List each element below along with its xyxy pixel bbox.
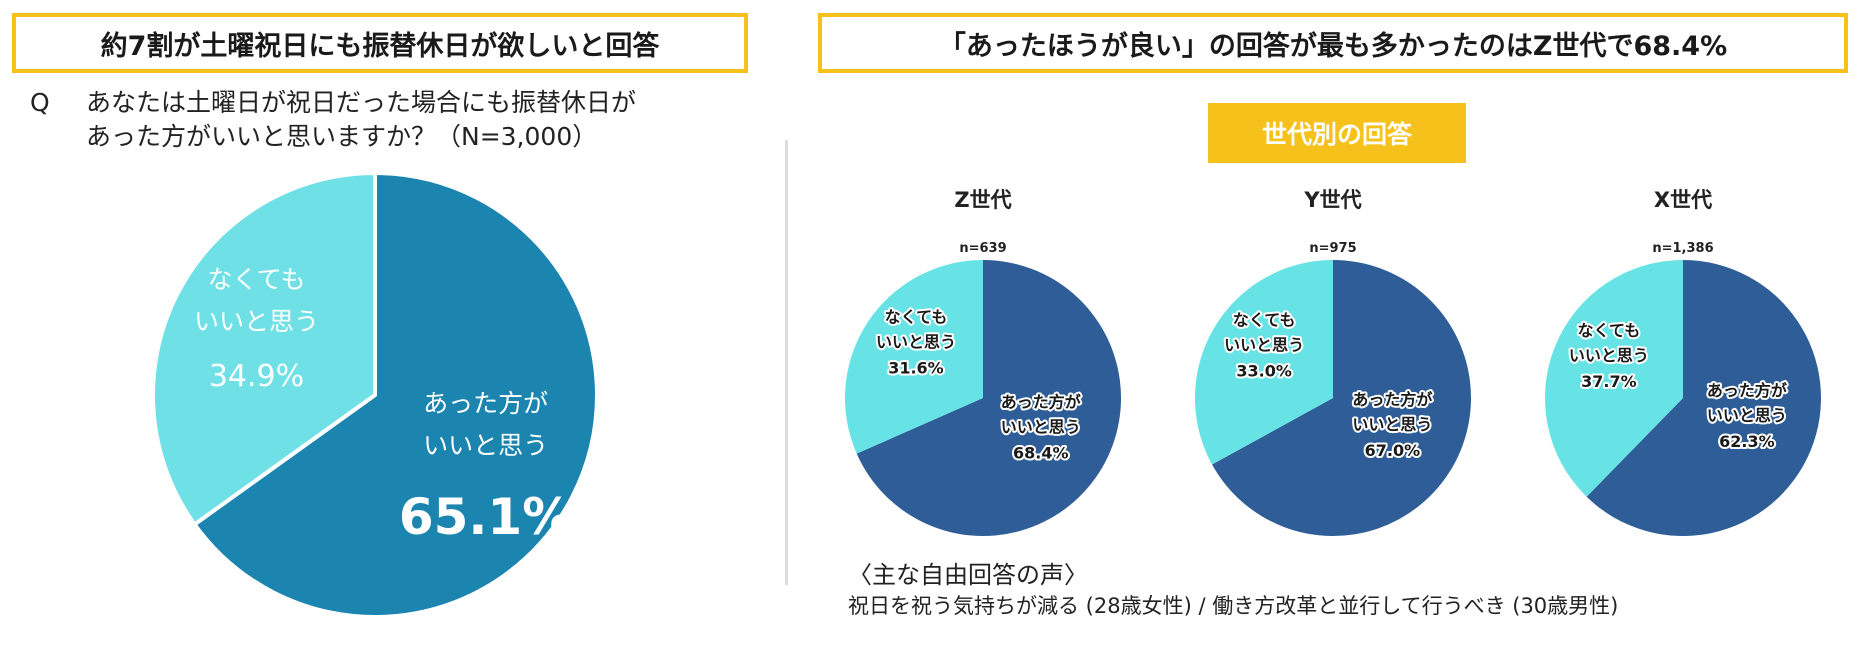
- slice-label-yes: あった方が: [423, 389, 548, 418]
- comments-heading: 〈主な自由回答の声〉: [848, 561, 1088, 589]
- value-label-yes: 67.0%: [1365, 441, 1421, 460]
- slice-label-no: なくても: [1233, 310, 1296, 329]
- generation-title: X世代: [1654, 188, 1712, 212]
- comments-text: 祝日を祝う気持ちが減る (28歳女性) / 働き方改革と並行して行うべき (30…: [848, 594, 1619, 618]
- slice-label-no: なくても: [208, 265, 306, 294]
- panel-divider: [785, 140, 788, 585]
- question-mark: Q: [30, 88, 50, 117]
- sample-size: n=639: [959, 241, 1006, 256]
- question-line-2: あった方がいいと思いますか？（N=3,000）: [86, 122, 598, 151]
- value-label-yes: 65.1%: [399, 488, 572, 546]
- pie-slice-yes: [856, 260, 1122, 536]
- slice-label-yes: いいと思う: [1001, 418, 1081, 437]
- generation-title: Y世代: [1303, 188, 1361, 212]
- question-line-1: あなたは土曜日が祝日だった場合にも振替休日が: [86, 88, 637, 117]
- sample-size: n=1,386: [1652, 241, 1713, 256]
- slice-label-no: なくても: [1577, 321, 1640, 340]
- value-label-no: 33.0%: [1236, 361, 1292, 380]
- value-label-yes: 62.3%: [1719, 432, 1775, 451]
- pie-slice-yes: [1586, 260, 1821, 536]
- slice-label-yes: いいと思う: [423, 431, 548, 460]
- slice-label-yes: いいと思う: [1707, 406, 1787, 425]
- value-label-yes: 68.4%: [1013, 444, 1069, 463]
- pie-slice-no: [845, 260, 983, 454]
- slice-label-no: いいと思う: [194, 307, 319, 336]
- value-label-no: 34.9%: [209, 359, 304, 394]
- pie-slice-no: [151, 171, 377, 527]
- generation-title: Z世代: [954, 188, 1011, 212]
- slice-label-yes: あった方が: [1001, 393, 1081, 412]
- pie-slice-no: [1195, 260, 1333, 465]
- pie-slice-no: [1544, 260, 1683, 497]
- slice-label-no: いいと思う: [1224, 335, 1304, 354]
- slice-label-yes: あった方が: [1352, 390, 1432, 409]
- slice-label-yes: いいと思う: [1352, 415, 1432, 434]
- sample-size: n=975: [1309, 241, 1356, 256]
- right-panel-title: 「あったほうが良い」の回答が最も多かったのはZ世代で68.4%: [818, 13, 1848, 73]
- generation-heading: 世代別の回答: [1208, 103, 1466, 163]
- slice-label-no: なくても: [885, 307, 948, 326]
- value-label-no: 31.6%: [888, 358, 944, 377]
- left-panel-title: 約7割が土曜祝日にも振替休日が欲しいと回答: [12, 13, 748, 73]
- value-label-no: 37.7%: [1581, 372, 1637, 391]
- slice-label-no: いいと思う: [876, 332, 956, 351]
- pie-slice-yes: [1212, 260, 1472, 536]
- pie-slice-yes: [192, 171, 599, 619]
- slice-label-yes: あった方が: [1707, 381, 1787, 400]
- slice-label-no: いいと思う: [1569, 346, 1649, 365]
